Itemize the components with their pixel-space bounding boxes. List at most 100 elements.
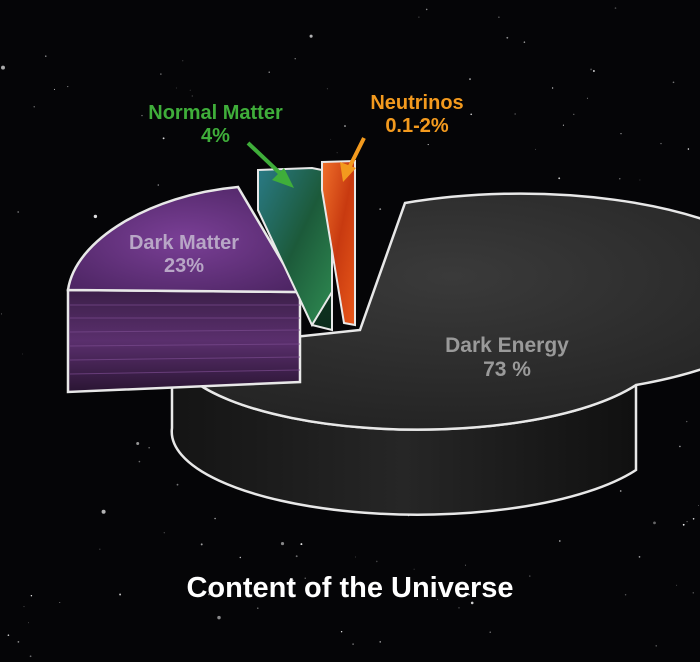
- star: [326, 88, 328, 90]
- slice-normal-matter-top: [257, 166, 333, 328]
- star: [590, 68, 593, 71]
- star: [340, 630, 343, 633]
- star: [344, 125, 346, 127]
- star: [418, 16, 420, 18]
- star: [535, 148, 537, 150]
- label-dark-energy-value: 73 %: [483, 358, 531, 382]
- star: [28, 622, 29, 624]
- slice-neutrinos: [321, 159, 356, 327]
- arrow-normal-matter: [246, 141, 294, 188]
- star: [101, 509, 106, 514]
- star: [217, 615, 221, 620]
- slice-dark-energy-top: [170, 192, 700, 431]
- star: [529, 575, 531, 577]
- star: [620, 133, 622, 135]
- star: [619, 178, 621, 180]
- star: [506, 36, 509, 39]
- star: [23, 606, 25, 608]
- star: [138, 460, 141, 463]
- star: [22, 353, 24, 355]
- star: [208, 593, 210, 596]
- star: [268, 71, 270, 73]
- star: [686, 520, 688, 523]
- star: [558, 177, 561, 180]
- slice-dark-energy: [170, 192, 700, 516]
- label-neutrinos: Neutrinos 0.1-2%: [352, 92, 482, 138]
- slice-normal-matter: [257, 166, 333, 332]
- star: [660, 142, 662, 145]
- star: [614, 7, 617, 9]
- star: [214, 517, 216, 520]
- slice-neutrinos-shape: [321, 159, 356, 327]
- star: [379, 641, 381, 643]
- star: [336, 152, 338, 154]
- star: [687, 148, 690, 150]
- star: [292, 579, 294, 582]
- star: [379, 208, 382, 210]
- star: [592, 70, 595, 72]
- label-normal-matter: Normal Matter 4%: [128, 102, 303, 148]
- chart-title: Content of the Universe: [186, 572, 514, 604]
- star: [45, 55, 47, 57]
- label-dark-energy: Dark Energy 73 %: [412, 334, 602, 382]
- star: [309, 34, 313, 38]
- star: [352, 643, 354, 645]
- star: [470, 113, 473, 116]
- star: [59, 602, 61, 604]
- star: [465, 564, 467, 566]
- star: [30, 594, 33, 597]
- star: [470, 601, 474, 605]
- label-normal-matter-value: 4%: [201, 125, 230, 147]
- star: [514, 113, 516, 115]
- star: [558, 540, 561, 542]
- star: [413, 568, 415, 570]
- star: [182, 60, 184, 62]
- star: [33, 106, 35, 108]
- star: [672, 81, 675, 84]
- star: [99, 548, 101, 550]
- label-dark-matter-name: Dark Matter: [128, 232, 240, 254]
- star: [437, 599, 439, 600]
- star: [489, 631, 491, 633]
- star: [157, 184, 160, 186]
- star: [692, 592, 694, 594]
- star: [638, 556, 641, 558]
- star: [698, 505, 699, 506]
- star: [294, 58, 296, 60]
- star: [257, 607, 259, 609]
- star: [330, 138, 332, 140]
- star: [0, 313, 2, 315]
- star: [295, 555, 298, 558]
- star: [458, 607, 460, 609]
- star: [189, 89, 191, 91]
- star: [148, 447, 150, 449]
- star: [17, 641, 20, 643]
- label-dark-energy-name: Dark Energy: [445, 334, 569, 357]
- star: [160, 73, 162, 75]
- star: [573, 113, 575, 115]
- star: [586, 97, 588, 99]
- label-neutrinos-name: Neutrinos: [370, 92, 464, 114]
- label-dark-matter: Dark Matter 23%: [94, 232, 274, 278]
- star: [469, 78, 471, 81]
- label-neutrinos-value: 0.1-2%: [385, 115, 449, 137]
- star: [1, 65, 5, 70]
- slice-dark-matter: [66, 185, 303, 394]
- star: [239, 556, 242, 559]
- star: [191, 95, 193, 97]
- slice-dark-matter-top: [66, 185, 303, 294]
- star: [551, 87, 554, 89]
- star: [304, 577, 306, 579]
- star: [498, 16, 500, 18]
- star: [619, 490, 622, 492]
- star: [17, 211, 20, 213]
- star: [53, 88, 56, 90]
- star: [280, 542, 285, 546]
- star: [682, 523, 685, 526]
- label-dark-matter-value: 23%: [163, 255, 205, 277]
- star: [427, 144, 429, 146]
- star: [692, 518, 695, 520]
- star: [425, 8, 428, 11]
- star: [468, 593, 470, 596]
